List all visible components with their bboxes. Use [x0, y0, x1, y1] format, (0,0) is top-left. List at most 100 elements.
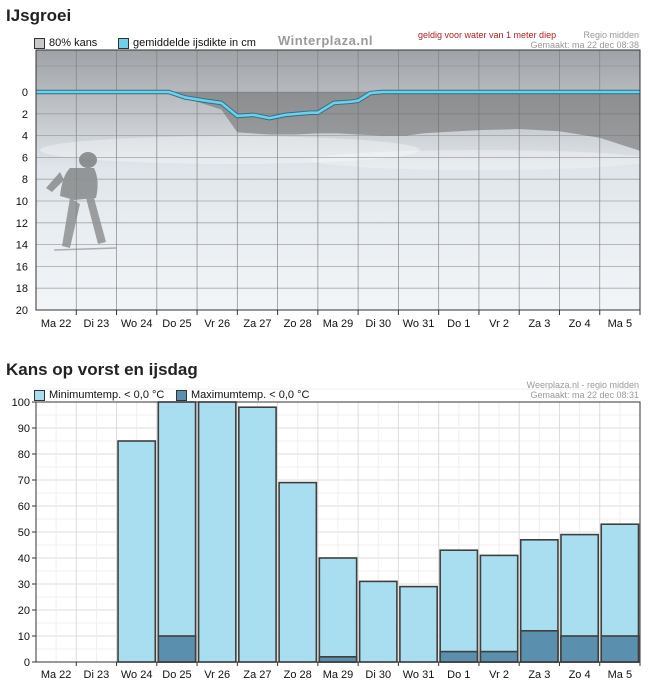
ice-80pct-area — [36, 92, 640, 151]
ice-chart-title: IJsgroei — [6, 6, 72, 25]
frost-y-tick-label: 30 — [18, 579, 30, 591]
ice-x-tick-label: Wo 24 — [121, 318, 153, 330]
ice-plot-frame — [35, 49, 641, 311]
frost-made-note: Gemaakt: ma 22 dec 08:31 — [530, 390, 639, 400]
frost-bar-max — [439, 650, 479, 663]
frost-bars — [117, 401, 640, 663]
ice-y-tick-label: 6 — [22, 152, 28, 164]
ice-y-tick-label: 20 — [16, 305, 28, 317]
ice-legend-80: 80% kans — [34, 37, 97, 49]
frost-bar-max — [600, 635, 640, 663]
frost-y-tick-label: 100 — [12, 397, 30, 409]
frost-x-tick-label: Zo 4 — [569, 669, 591, 681]
ice-x-tick-label: Wo 31 — [403, 318, 435, 330]
ice-x-tick-label: Zo 28 — [284, 318, 312, 330]
frost-bar-min — [197, 401, 237, 663]
frost-x-tick-label: Do 25 — [162, 669, 191, 681]
ice-legend-80-label: 80% kans — [49, 37, 98, 49]
ice-y-tick-label: 18 — [16, 283, 28, 295]
frost-y-tick-label: 80 — [18, 449, 30, 461]
frost-bar-min — [439, 549, 479, 663]
ice-plot-area — [36, 50, 640, 310]
frost-region-note: Weerplaza.nl - regio midden — [526, 380, 639, 390]
frost-bar-min — [519, 538, 559, 663]
ice-series — [36, 89, 640, 151]
ice-y-tick-label: 16 — [16, 261, 28, 273]
frost-bar-min — [600, 523, 640, 663]
ice-validity-note: geldig voor water van 1 meter diep — [418, 30, 557, 40]
ice-mean-line — [36, 90, 640, 120]
frost-plot-frame — [35, 401, 641, 663]
frost-y-tick-label: 50 — [18, 527, 30, 539]
ice-legend-mean-swatch — [118, 37, 129, 49]
ice-x-tick-label: Do 1 — [447, 318, 470, 330]
skate-blade — [53, 247, 117, 251]
winterplaza-brand: Winterplaza.nl — [278, 33, 374, 48]
frost-x-tick-label: Do 1 — [447, 669, 470, 681]
ice-y-tick-label: 10 — [16, 196, 28, 208]
frost-bar-min — [358, 580, 398, 663]
frost-x-tick-label: Vr 26 — [204, 669, 230, 681]
frost-x-tick-label: Zo 28 — [284, 669, 312, 681]
skater-arm — [46, 172, 64, 192]
ice-y-tick-label: 2 — [22, 109, 28, 121]
frost-bar-min — [560, 533, 600, 663]
frost-bar-min — [318, 557, 358, 663]
frost-y-tick-label: 70 — [18, 475, 30, 487]
frost-bar-min — [238, 406, 277, 663]
ice-legend-80-swatch — [34, 37, 45, 49]
frost-legend-min-swatch — [34, 389, 45, 401]
frost-y-tick-label: 0 — [24, 657, 30, 669]
frost-x-tick-label: Wo 24 — [121, 669, 153, 681]
frost-y-tick-label: 20 — [18, 605, 30, 617]
frost-chart-title: Kans op vorst en ijsdag — [6, 360, 198, 379]
ice-x-tick-label: Vr 2 — [489, 318, 509, 330]
skater-head — [79, 152, 97, 168]
frost-bar-max — [318, 655, 358, 663]
ice-x-tick-label: Do 25 — [162, 318, 191, 330]
frost-bar-min — [399, 585, 438, 663]
frost-bar-min — [117, 440, 157, 663]
frost-bar-max — [560, 635, 600, 663]
frost-x-tick-label: Ma 29 — [323, 669, 354, 681]
frost-legend-max: Maximumtemp. < 0,0 °C — [176, 389, 309, 401]
frost-bar-max — [479, 650, 519, 663]
frost-bar-min — [479, 554, 519, 663]
frost-y-tick-label: 40 — [18, 553, 30, 565]
frost-y-tick-label: 90 — [18, 423, 30, 435]
skater-body — [60, 168, 98, 200]
frost-legend-min-label: Minimumtemp. < 0,0 °C — [49, 389, 165, 401]
frost-axes: 0 10 20 30 40 50 60 70 80 90 100 Ma 22 Di 23 Wo 24 Do … — [12, 397, 641, 681]
ice-axes: 0 2 4 6 8 10 12 14 16 18 20 Ma 22 Di 23 Wo 24 Do 25 Vr … — [16, 49, 641, 330]
ice-x-tick-label: Di 30 — [365, 318, 391, 330]
ice-legend-mean-label: gemiddelde ijsdikte in cm — [133, 37, 256, 49]
frost-bar-min — [278, 481, 318, 663]
ice-x-tick-label: Ma 22 — [41, 318, 72, 330]
frost-y-tick-label: 60 — [18, 501, 30, 513]
frost-bar-max — [519, 629, 559, 663]
ice-y-tick-label: 4 — [22, 131, 28, 143]
frost-x-tick-label: Za 27 — [243, 669, 271, 681]
ice-x-tick-label: Di 23 — [84, 318, 110, 330]
ice-x-tick-label: Zo 4 — [569, 318, 591, 330]
ice-region-note: Regio midden — [583, 30, 639, 40]
frost-x-tick-label: Ma 5 — [608, 669, 632, 681]
frost-x-tick-label: Di 23 — [84, 669, 110, 681]
skater-leg — [86, 198, 106, 244]
ice-y-tick-label: 0 — [22, 87, 28, 99]
ice-chart: 0 2 4 6 8 10 12 14 16 18 20 Ma 22 Di 23 Wo 24 Do 25 Vr … — [15, 49, 650, 330]
ice-y-tick-label: 8 — [22, 174, 28, 186]
ice-x-tick-label: Za 3 — [528, 318, 550, 330]
frost-x-tick-label: Ma 22 — [41, 669, 72, 681]
ice-x-tick-label: Za 27 — [243, 318, 271, 330]
frost-legend-min: Minimumtemp. < 0,0 °C — [34, 389, 164, 401]
snow-glare — [310, 150, 650, 170]
ice-photo-background — [36, 50, 650, 310]
frost-bar-min — [157, 401, 197, 663]
ice-x-tick-label: Vr 26 — [204, 318, 230, 330]
frost-x-tick-label: Za 3 — [528, 669, 550, 681]
ice-made-note: Gemaakt: ma 22 dec 08:38 — [530, 40, 639, 50]
skater-silhouette — [46, 152, 117, 251]
frost-x-tick-label: Wo 31 — [403, 669, 435, 681]
frost-grid — [35, 388, 641, 663]
